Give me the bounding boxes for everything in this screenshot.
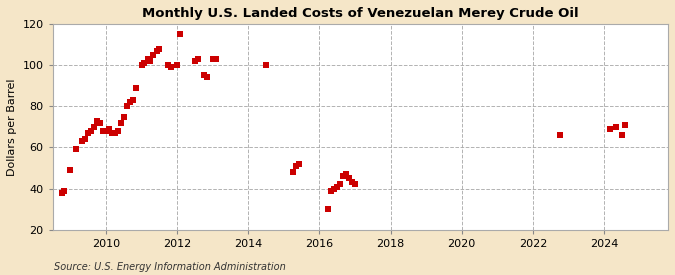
Point [103,127,114,131]
Point [145,59,156,63]
Point [344,176,354,180]
Point [89,125,100,129]
Point [610,125,621,129]
Point [163,63,173,67]
Point [332,184,343,189]
Point [192,57,203,61]
Point [323,207,333,211]
Point [109,131,120,135]
Point [326,188,337,193]
Point [347,180,358,185]
Point [59,188,70,193]
Point [605,127,616,131]
Point [112,129,123,133]
Point [128,98,138,102]
Point [77,139,88,144]
Point [92,119,103,123]
Point [151,48,162,53]
Point [261,63,271,67]
Text: Source: U.S. Energy Information Administration: Source: U.S. Energy Information Administ… [54,262,286,272]
Point [207,57,218,61]
Point [619,123,630,127]
Point [154,46,165,51]
Point [338,174,349,178]
Point [335,182,346,187]
Point [171,63,182,67]
Y-axis label: Dollars per Barrel: Dollars per Barrel [7,78,17,175]
Point [148,53,159,57]
Point [294,162,304,166]
Point [71,147,82,152]
Point [118,114,129,119]
Point [122,104,132,108]
Point [554,133,565,137]
Point [142,57,153,61]
Title: Monthly U.S. Landed Costs of Venezuelan Merey Crude Oil: Monthly U.S. Landed Costs of Venezuelan … [142,7,578,20]
Point [139,61,150,65]
Point [175,32,186,36]
Point [86,129,97,133]
Point [80,137,90,141]
Point [83,131,94,135]
Point [201,75,212,80]
Point [290,164,301,168]
Point [101,129,111,133]
Point [98,129,109,133]
Point [115,120,126,125]
Point [341,172,352,176]
Point [329,186,340,191]
Point [198,73,209,78]
Point [210,57,221,61]
Point [130,86,141,90]
Point [165,65,176,69]
Point [95,120,105,125]
Point [616,133,627,137]
Point [107,131,117,135]
Point [65,168,76,172]
Point [56,191,67,195]
Point [350,182,360,187]
Point [288,170,298,174]
Point [136,63,147,67]
Point [190,59,200,63]
Point [124,100,135,104]
